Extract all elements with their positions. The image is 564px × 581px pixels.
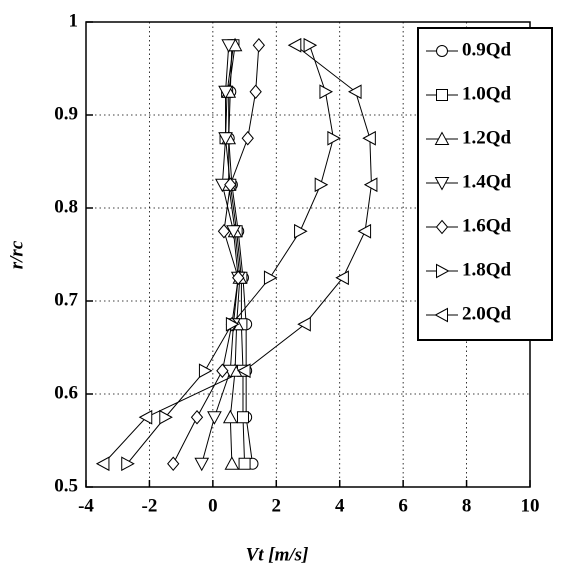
marker — [95, 456, 110, 472]
marker — [263, 270, 278, 286]
marker — [225, 316, 240, 332]
legend-label: 1.2Qd — [462, 127, 512, 148]
marker — [194, 457, 210, 472]
marker — [226, 225, 241, 239]
x-tick-label: -4 — [78, 495, 94, 516]
series-line — [126, 45, 334, 465]
marker — [221, 39, 237, 53]
y-tick-label: 0.8 — [54, 196, 78, 217]
legend-label: 1.4Qd — [462, 171, 512, 192]
legend-label: 0.9Qd — [462, 39, 512, 60]
x-tick-label: 8 — [462, 495, 472, 516]
x-tick-label: 2 — [272, 495, 282, 516]
marker — [363, 177, 378, 193]
legend-label: 2.0Qd — [462, 303, 512, 324]
series-line — [103, 44, 372, 465]
marker — [287, 37, 302, 53]
marker — [216, 363, 229, 379]
marker — [218, 85, 233, 100]
x-tick-label: 0 — [208, 495, 218, 516]
marker — [222, 409, 238, 424]
marker — [436, 89, 448, 101]
marker — [327, 130, 341, 146]
x-axis-label: Vt [m/s] — [246, 544, 309, 565]
series-line — [172, 45, 260, 464]
marker — [218, 132, 233, 146]
series-line — [228, 45, 241, 464]
marker — [362, 130, 376, 146]
y-tick-label: 1 — [69, 10, 79, 31]
marker — [232, 270, 245, 286]
series-line — [225, 45, 246, 464]
x-tick-label: 4 — [335, 495, 345, 516]
x-tick-label: 10 — [521, 495, 540, 516]
marker — [303, 37, 318, 53]
series-line — [201, 45, 239, 464]
marker — [237, 363, 251, 379]
marker — [249, 84, 262, 100]
legend-label: 1.6Qd — [462, 215, 512, 236]
y-tick-label: 0.9 — [54, 103, 78, 124]
marker — [138, 409, 153, 425]
marker — [241, 130, 254, 146]
marker — [357, 223, 372, 239]
marker — [319, 84, 333, 100]
legend-label: 1.0Qd — [462, 83, 512, 104]
marker — [167, 456, 180, 472]
marker — [207, 411, 222, 425]
marker — [348, 84, 362, 100]
marker — [294, 223, 308, 239]
marker — [238, 457, 251, 470]
marker — [297, 316, 311, 332]
marker — [224, 456, 240, 470]
marker — [121, 456, 135, 472]
marker — [434, 307, 448, 323]
x-tick-label: 6 — [398, 495, 408, 516]
marker — [252, 37, 265, 53]
y-tick-label: 0.5 — [54, 475, 78, 496]
y-tick-label: 0.6 — [54, 382, 78, 403]
marker — [224, 177, 237, 193]
x-tick-label: -2 — [142, 495, 158, 516]
marker — [434, 131, 450, 145]
marker — [335, 270, 349, 286]
marker — [314, 177, 329, 193]
marker — [436, 45, 448, 57]
marker — [434, 177, 450, 191]
legend-label: 1.8Qd — [462, 259, 512, 280]
y-tick-label: 0.7 — [54, 289, 78, 310]
y-axis-label: r/rc — [6, 240, 27, 269]
marker — [198, 363, 213, 379]
marker — [236, 411, 249, 424]
marker — [436, 263, 450, 279]
legend: 0.9Qd 1.0Qd 1.2Qd 1.4Qd 1.6Qd 1.8Qd 2.0Qd — [417, 27, 553, 341]
marker — [435, 219, 449, 235]
series-line — [228, 45, 253, 464]
marker — [190, 409, 204, 425]
marker — [159, 409, 173, 425]
marker — [217, 223, 231, 239]
